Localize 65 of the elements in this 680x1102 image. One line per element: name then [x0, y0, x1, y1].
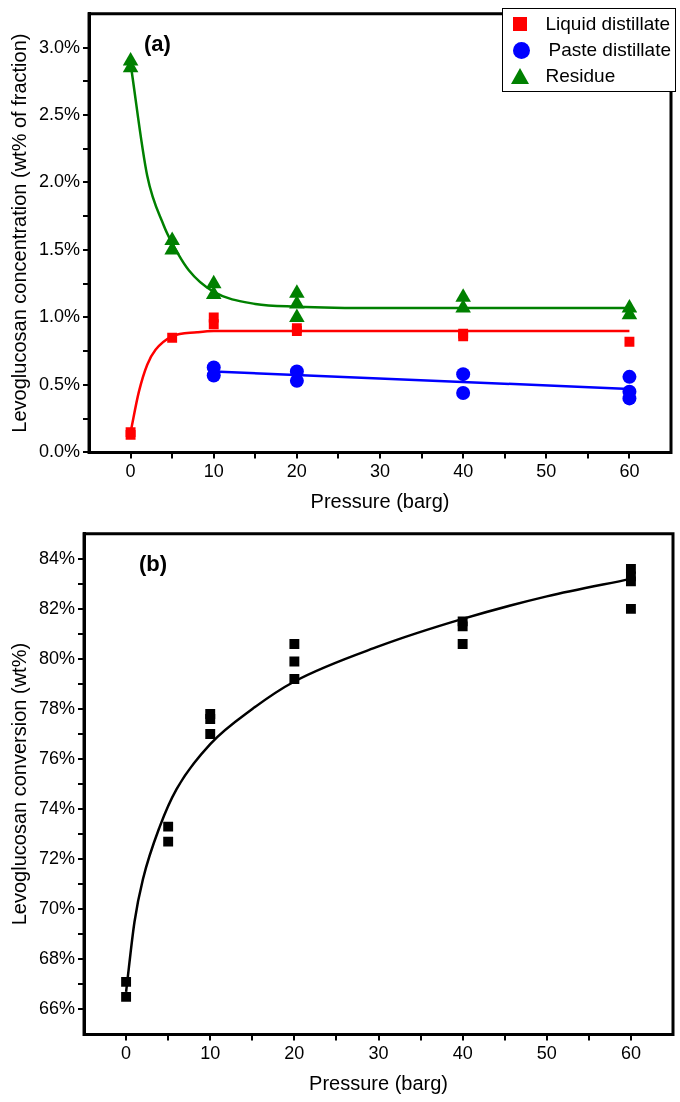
point — [456, 386, 471, 401]
point — [163, 836, 174, 847]
point — [163, 821, 174, 832]
legend-label: Liquid distillate — [545, 12, 671, 36]
point — [289, 638, 300, 649]
point — [289, 674, 300, 684]
y-tick-label: 78% — [39, 697, 76, 718]
y-tick-label: 80% — [39, 647, 76, 668]
point — [455, 288, 471, 302]
point — [205, 274, 222, 289]
point — [624, 336, 635, 347]
y-axis-title: Levoglucosan conversion (wt%) — [7, 642, 30, 926]
point — [205, 729, 216, 739]
x-tick-label: 30 — [368, 1043, 389, 1064]
x-tick-label: 0 — [125, 461, 136, 482]
x-axis-title: Pressure (barg) — [309, 1071, 448, 1094]
annotation: (a) — [144, 30, 171, 56]
point — [167, 332, 178, 343]
y-tick-label: 1.0% — [39, 306, 81, 327]
point — [456, 367, 471, 382]
x-tick-label: 60 — [619, 461, 640, 482]
point — [625, 576, 636, 587]
y-tick-label: 74% — [39, 798, 76, 819]
x-tick-label: 40 — [453, 461, 474, 482]
y-tick-label: 2.5% — [39, 103, 81, 124]
y-tick-label: 70% — [39, 898, 76, 919]
y-tick-label: 2.0% — [39, 171, 81, 192]
x-tick-label: 20 — [286, 461, 307, 482]
x-tick-label: 10 — [200, 1043, 221, 1064]
point — [289, 308, 305, 322]
legend-label: Residue — [545, 64, 616, 88]
point — [289, 656, 300, 667]
point — [164, 231, 180, 246]
y-axis-title: Levoglucosan concentration (wt% of fraction) — [7, 33, 30, 433]
point — [121, 976, 132, 987]
point — [625, 603, 636, 614]
x-tick-label: 50 — [536, 461, 557, 482]
y-tick-label: 68% — [39, 948, 76, 969]
point — [208, 312, 219, 323]
point — [455, 299, 471, 313]
x-tick-label: 60 — [620, 1043, 641, 1064]
y-tick-label: 66% — [39, 998, 76, 1019]
legend-label: Paste distillate — [548, 38, 671, 62]
x-axis-title: Pressure (barg) — [310, 489, 450, 512]
y-tick-label: 82% — [39, 597, 76, 618]
y-tick-label: 1.5% — [39, 238, 81, 259]
point — [622, 369, 637, 384]
point — [457, 638, 468, 649]
point — [457, 621, 468, 632]
y-tick-label: 3.0% — [39, 36, 81, 57]
point — [205, 714, 216, 724]
y-tick-label: 84% — [39, 547, 76, 568]
x-tick-label: 40 — [452, 1043, 473, 1064]
annotation: (b) — [139, 550, 168, 576]
x-tick-label: 50 — [536, 1043, 557, 1064]
x-tick-label: 10 — [203, 461, 224, 482]
y-tick-label: 72% — [39, 848, 76, 869]
y-tick-label: 76% — [39, 748, 76, 769]
x-tick-label: 30 — [370, 461, 391, 482]
y-tick-label: 0.0% — [39, 441, 81, 462]
y-tick-label: 0.5% — [39, 373, 81, 394]
x-tick-label: 0 — [121, 1043, 132, 1064]
point — [289, 284, 305, 298]
x-tick-label: 20 — [284, 1043, 305, 1064]
point — [121, 991, 132, 1002]
